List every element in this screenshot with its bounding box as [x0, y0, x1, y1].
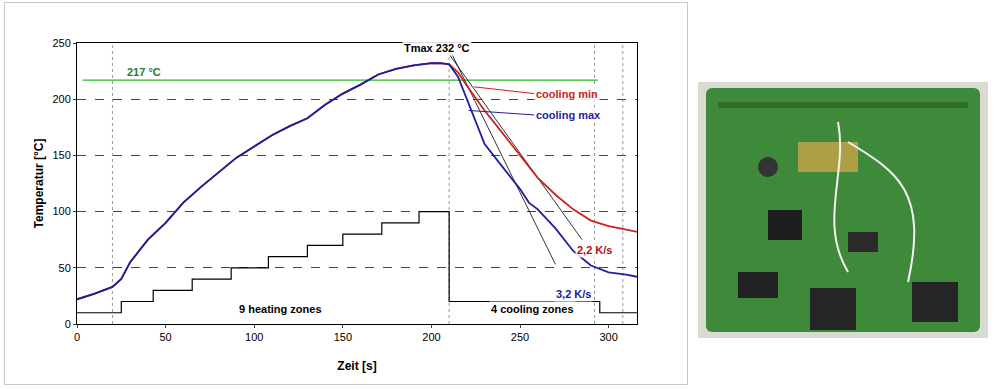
svg-text:9 heating zones: 9 heating zones — [239, 303, 322, 315]
svg-text:150: 150 — [52, 149, 70, 161]
svg-text:cooling max: cooling max — [536, 109, 601, 121]
svg-text:100: 100 — [245, 331, 263, 343]
svg-text:100: 100 — [52, 205, 70, 217]
svg-text:Zeit [s]: Zeit [s] — [337, 359, 376, 373]
svg-text:200: 200 — [422, 331, 440, 343]
svg-text:Tmax 232 °C: Tmax 232 °C — [404, 42, 470, 54]
svg-text:cooling min: cooling min — [536, 88, 598, 100]
svg-text:150: 150 — [334, 331, 352, 343]
svg-text:50: 50 — [159, 331, 171, 343]
svg-text:250: 250 — [52, 37, 70, 49]
svg-text:300: 300 — [599, 331, 617, 343]
svg-text:250: 250 — [511, 331, 529, 343]
svg-text:3,2 K/s: 3,2 K/s — [556, 288, 591, 300]
svg-text:217 °C: 217 °C — [127, 66, 161, 78]
svg-text:50: 50 — [59, 262, 71, 274]
svg-text:4 cooling zones: 4 cooling zones — [491, 303, 574, 315]
svg-text:2,2 K/s: 2,2 K/s — [577, 244, 612, 256]
svg-text:200: 200 — [52, 93, 70, 105]
svg-text:0: 0 — [65, 318, 71, 330]
svg-text:Temperatur [°C]: Temperatur [°C] — [32, 139, 46, 229]
svg-text:0: 0 — [74, 331, 80, 343]
